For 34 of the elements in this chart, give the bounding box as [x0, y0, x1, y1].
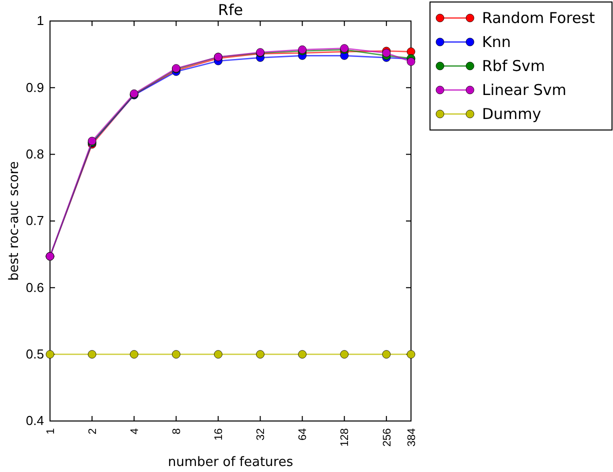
x-tick-label: 32: [255, 428, 268, 441]
point: [340, 350, 349, 359]
y-tick-label: 0.6: [26, 280, 44, 295]
y-tick-label: 0.7: [26, 213, 44, 228]
x-tick-label: 1: [44, 428, 57, 434]
point: [88, 350, 96, 359]
point: [382, 350, 391, 359]
x-tick-label: 256: [381, 428, 394, 447]
legend-label: Dummy: [482, 105, 542, 123]
x-tick-label: 4: [128, 428, 141, 434]
legend-label: Knn: [482, 33, 511, 51]
x-tick-label: 384: [406, 428, 418, 447]
chart-title: Rfe: [218, 1, 243, 19]
x-tick-label: 2: [86, 428, 99, 434]
y-tick-label: 0.9: [26, 80, 44, 95]
point: [214, 350, 222, 359]
point: [172, 350, 180, 359]
x-tick-label: 16: [213, 428, 226, 441]
x-tick-label: 64: [297, 428, 310, 441]
y-tick-label: 0.4: [26, 413, 44, 428]
legend-label: Linear Svm: [482, 81, 566, 99]
x-tick-label: 8: [171, 428, 183, 434]
point: [130, 350, 138, 359]
point: [256, 350, 264, 359]
x-tick-label: 128: [339, 428, 352, 447]
point: [46, 350, 54, 359]
x-axis-title: number of features: [168, 455, 294, 470]
legend-label: Random Forest: [482, 9, 596, 27]
y-tick-label: 0.8: [26, 146, 44, 162]
legend-label: Rbf Svm: [482, 57, 546, 75]
point: [298, 350, 306, 359]
y-axis-title: best roc-auc score: [7, 161, 22, 281]
y-tick-label: 0.5: [26, 346, 44, 362]
y-tick-label: 1: [36, 13, 44, 28]
